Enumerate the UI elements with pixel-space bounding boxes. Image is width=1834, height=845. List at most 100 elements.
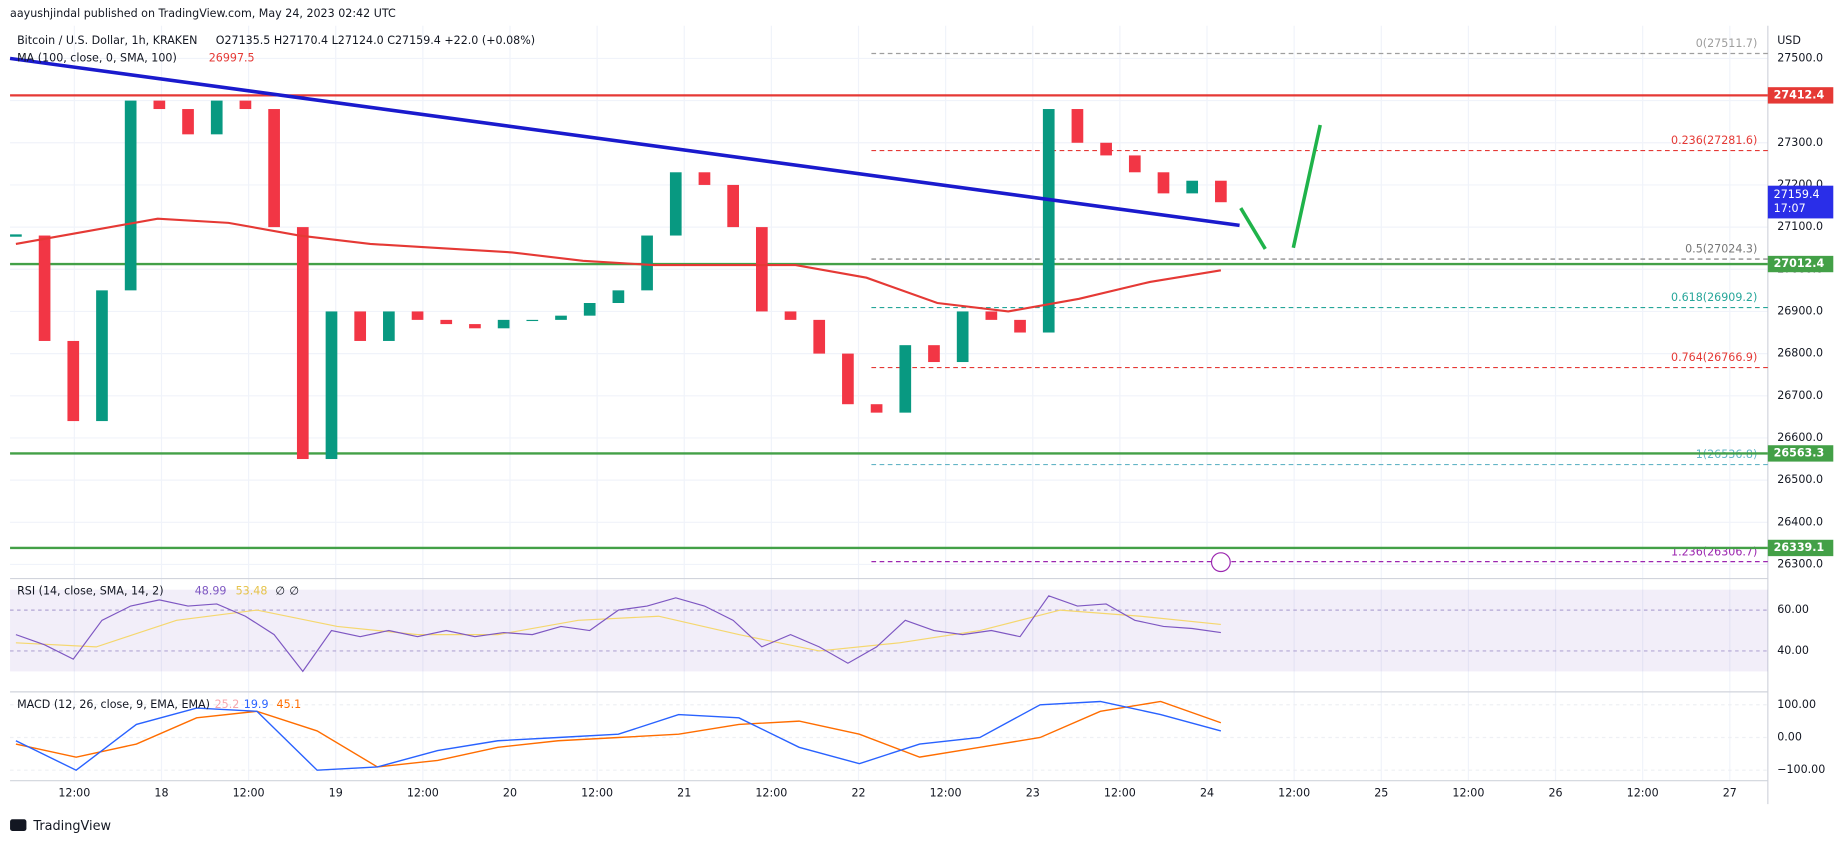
- rsi-ma-value: 53.48: [236, 584, 268, 597]
- last-price-tag: [1767, 185, 1834, 219]
- macd-line: [15, 700, 1222, 772]
- trend-line: [9, 56, 1240, 228]
- candle: [755, 227, 768, 312]
- macd-value: 19.9: [244, 698, 269, 711]
- price-tag-label: 27012.4: [1774, 257, 1825, 270]
- candle: [124, 100, 137, 291]
- candle: [1215, 180, 1227, 203]
- price-tag: [1767, 255, 1834, 273]
- macd-label: MACD (12, 26, close, 9, EMA, EMA): [17, 698, 210, 711]
- event-icon: [1210, 552, 1231, 573]
- rsi-tick-label: 40.00: [1777, 644, 1809, 657]
- rsi-tick-label: 60.00: [1777, 603, 1809, 616]
- y-tick-label: 26500.0: [1777, 473, 1823, 486]
- y-tick-label: 27500.0: [1777, 51, 1823, 64]
- x-tick-label: 12:00: [1452, 787, 1484, 800]
- fib-label: 0.236(27281.6): [1671, 134, 1757, 147]
- x-tick-label: 24: [1200, 787, 1214, 800]
- candle: [842, 353, 854, 405]
- x-tick-label: 22: [851, 787, 865, 800]
- candle: [296, 227, 309, 460]
- candle: [956, 311, 969, 363]
- candle: [96, 290, 108, 422]
- candle: [698, 172, 711, 185]
- candle: [325, 311, 338, 460]
- x-tick-label: 12:00: [930, 787, 962, 800]
- symbol-title: Bitcoin / U.S. Dollar, 1h, KRAKEN: [17, 34, 197, 47]
- macd-tick-label: −100.00: [1777, 763, 1825, 776]
- candle: [1042, 109, 1055, 333]
- rsi-value: 48.99: [195, 584, 227, 597]
- ma-label: MA (100, close, 0, SMA, 100): [17, 51, 177, 64]
- macd-hist-value: 25.2: [215, 698, 240, 711]
- macd-tick-label: 0.00: [1777, 730, 1802, 743]
- last-price: 27159.4: [1774, 188, 1820, 201]
- publisher: aayushjindal published on TradingView.co…: [10, 7, 396, 20]
- candle: [870, 404, 883, 413]
- x-tick-label: 12:00: [58, 787, 90, 800]
- price-tag: [1767, 87, 1834, 104]
- price-tag-label: 27412.4: [1774, 88, 1825, 101]
- ohlc: O27135.5 H27170.4 L27124.0 C27159.4 +22.…: [216, 34, 535, 47]
- brand: TradingView: [10, 819, 111, 834]
- candle: [669, 172, 682, 236]
- arrow-down: [1239, 207, 1267, 250]
- price-tag: [1767, 539, 1834, 557]
- y-tick-label: 26800.0: [1777, 347, 1823, 360]
- candle: [1128, 155, 1141, 173]
- rsi-ma-line: [15, 609, 1221, 652]
- candle: [1157, 172, 1170, 194]
- forecast-arrows: [1239, 124, 1322, 250]
- candle: [928, 345, 940, 363]
- candle: [555, 315, 567, 320]
- brand-logo: [10, 819, 27, 831]
- fib-label: 0.764(26766.9): [1671, 351, 1757, 364]
- y-tick-label: 26600.0: [1777, 431, 1823, 444]
- candle: [1100, 142, 1112, 156]
- y-tick-label: 27100.0: [1777, 220, 1823, 233]
- candle: [210, 100, 223, 135]
- candle: [784, 311, 797, 320]
- candle: [813, 319, 826, 354]
- y-tick-label: 26900.0: [1777, 304, 1823, 317]
- signal-line: [15, 700, 1222, 768]
- candle: [383, 311, 395, 341]
- candle: [1014, 319, 1026, 333]
- x-tick-label: 12:00: [755, 787, 787, 800]
- fib-label: 0(27511.7): [1696, 37, 1758, 50]
- legend: Bitcoin / U.S. Dollar, 1h, KRAKEN O27135…: [17, 34, 535, 711]
- candle: [727, 184, 739, 228]
- candle: [641, 235, 653, 291]
- rsi-band: [10, 589, 1768, 672]
- candle: [612, 290, 625, 304]
- x-tick-label: 12:00: [233, 787, 265, 800]
- brand-name: TradingView: [32, 819, 111, 834]
- y-tick-label: 27300.0: [1777, 136, 1823, 149]
- x-tick-label: 18: [154, 787, 168, 800]
- currency: USD: [1777, 34, 1801, 47]
- candle: [1186, 180, 1199, 194]
- x-tick-label: 26: [1548, 787, 1562, 800]
- candle: [899, 345, 912, 413]
- fib-label: 0.618(26909.2): [1671, 291, 1757, 304]
- fib-label: 1(26536.8): [1696, 448, 1758, 461]
- ma-value: 26997.5: [209, 51, 255, 64]
- x-tick-label: 12:00: [407, 787, 439, 800]
- candle: [67, 340, 80, 422]
- candle: [985, 311, 998, 320]
- x-tick-label: 12:00: [581, 787, 613, 800]
- candle: [153, 100, 166, 110]
- x-tick-label: 12:00: [1278, 787, 1310, 800]
- price-tag-label: 26563.3: [1774, 446, 1825, 459]
- candle: [583, 303, 596, 316]
- candle: [239, 100, 252, 110]
- candle: [354, 311, 367, 341]
- candle: [1071, 109, 1084, 143]
- signal-value: 45.1: [277, 698, 302, 711]
- x-tick-label: 19: [329, 787, 343, 800]
- fib-label: 0.5(27024.3): [1685, 243, 1757, 256]
- candle: [497, 319, 510, 329]
- x-tick-label: 12:00: [1627, 787, 1659, 800]
- x-tick-label: 23: [1026, 787, 1040, 800]
